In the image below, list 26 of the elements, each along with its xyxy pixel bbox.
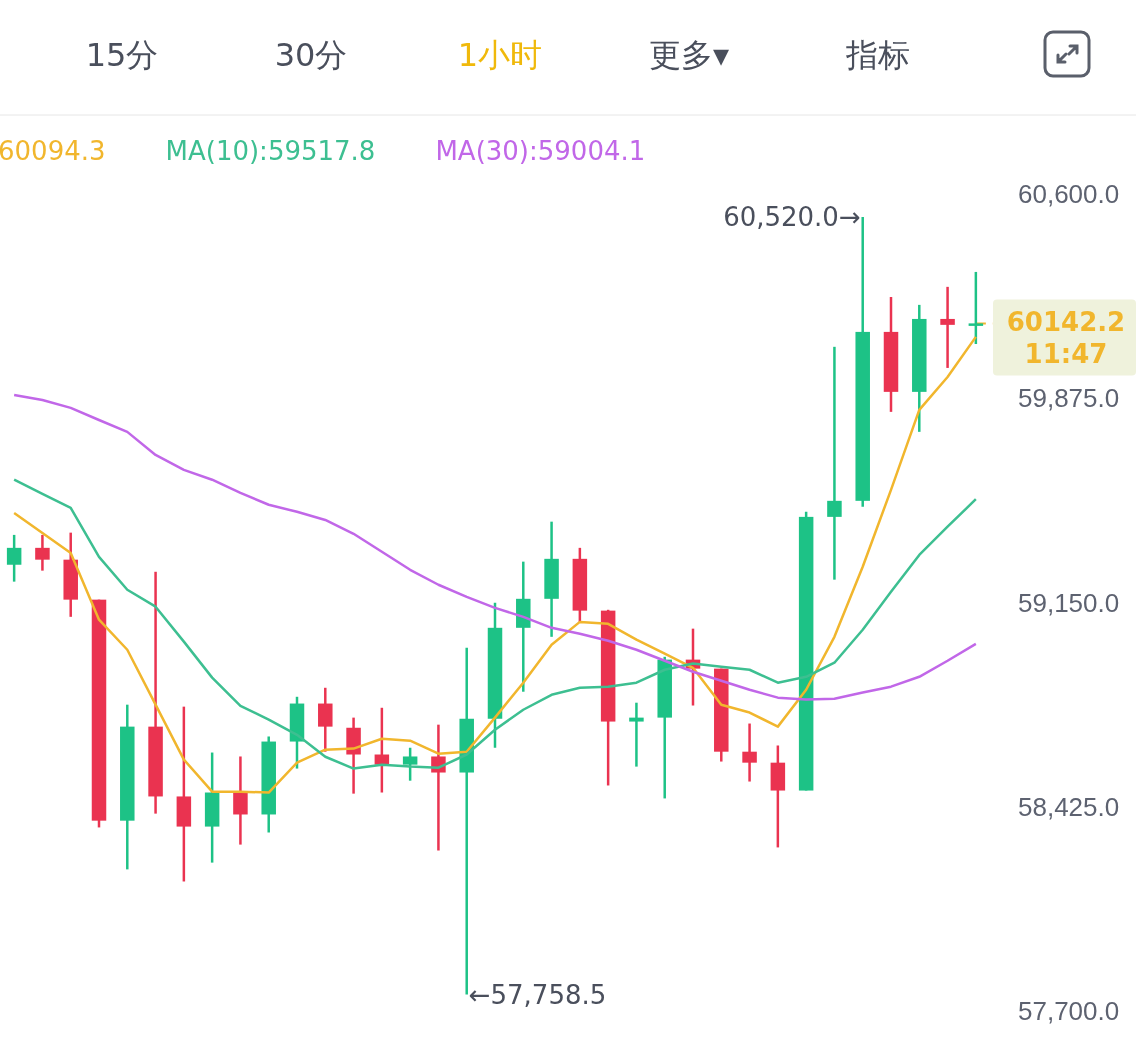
candlestick — [318, 686, 333, 753]
text: MA(10):59517.8 — [165, 136, 376, 166]
candlestick — [940, 285, 955, 370]
text: 指标 — [845, 36, 910, 74]
text: MA(30):59004.1 — [435, 136, 646, 166]
y-tick-label: 59,150.0 — [1018, 587, 1120, 618]
text: 1小时 — [457, 36, 543, 74]
candlestick — [968, 270, 984, 346]
y-tick-label: 60,600.0 — [1018, 179, 1120, 210]
candlestick — [6, 533, 22, 583]
text: 更多▾ — [648, 36, 730, 74]
y-tick-label: 58,425.0 — [1018, 791, 1120, 822]
candlestick — [827, 345, 842, 581]
text: 15分 — [85, 36, 159, 74]
candlestick — [233, 755, 248, 846]
text: 60094.3 — [0, 136, 106, 166]
ref-line-label: 60142.2 11:47 — [1006, 307, 1126, 370]
candlestick — [629, 701, 644, 768]
y-tick-label: 57,700.0 — [1018, 995, 1120, 1026]
annotation: ←57,758.5 — [468, 979, 607, 1010]
annotation: 60,520.0→ — [723, 202, 861, 233]
candlestick — [742, 722, 757, 783]
candlestick — [402, 746, 418, 782]
candlestick — [35, 533, 50, 572]
y-tick-label: 59,875.0 — [1018, 383, 1120, 414]
text: 30分 — [274, 36, 348, 74]
